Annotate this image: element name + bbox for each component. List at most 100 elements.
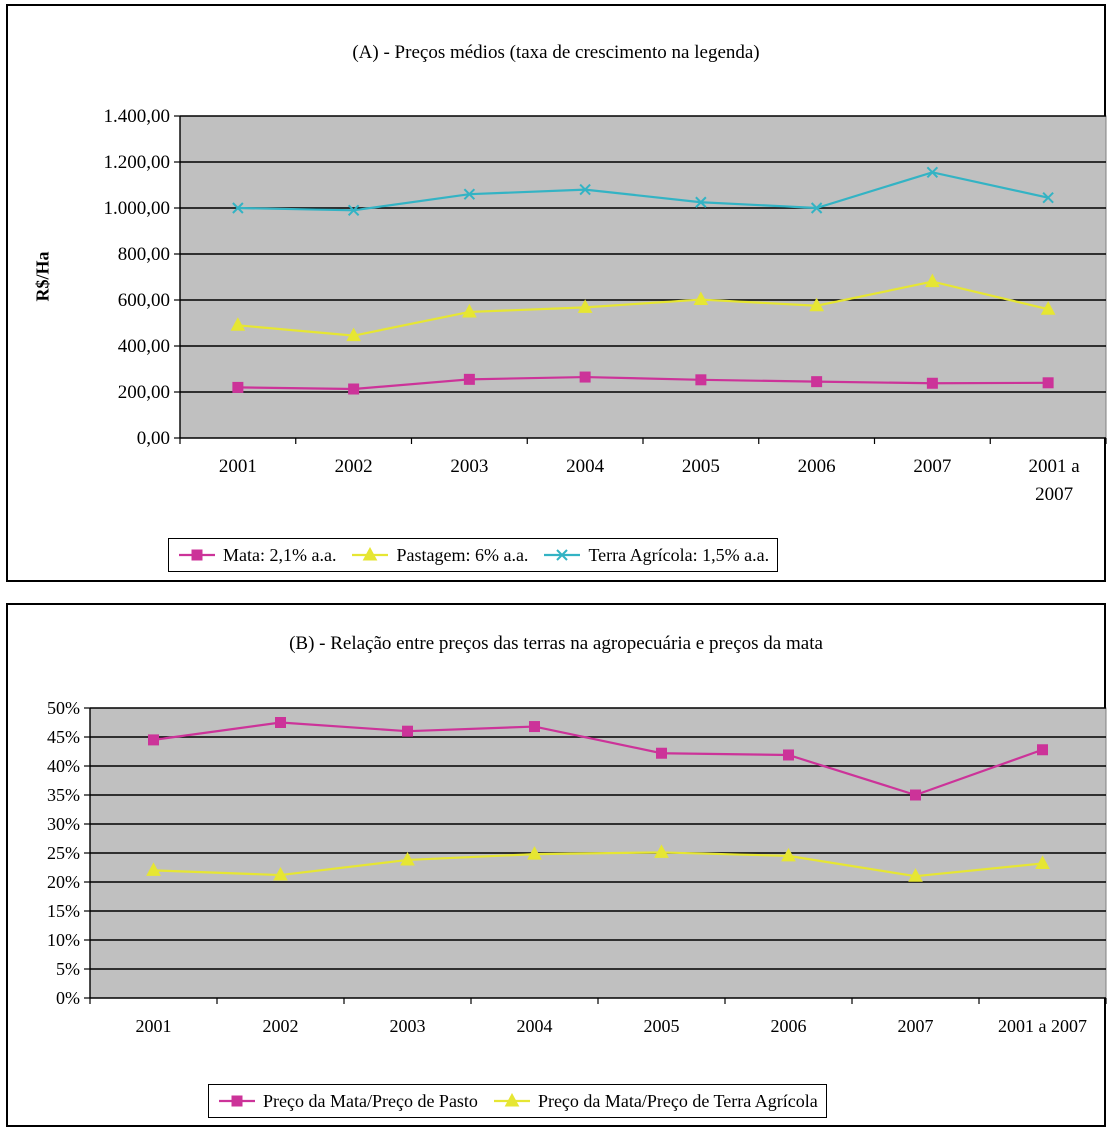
y-tick-label: 400,00 (118, 336, 170, 357)
y-tick-label: 15% (47, 901, 80, 921)
x-tick-label: 2001 (219, 456, 257, 477)
legend-item: Pastagem: 6% a.a. (350, 545, 528, 566)
y-tick-label: 600,00 (118, 290, 170, 311)
x-tick-label: 2005 (644, 1016, 680, 1036)
data-point (529, 721, 540, 733)
legend-label: Preço da Mata/Preço de Terra Agrícola (537, 1090, 818, 1111)
y-tick-label: 1.400,00 (104, 106, 171, 127)
data-point (809, 297, 824, 312)
legend-item: Preço da Mata/Preço de Pasto (217, 1091, 478, 1112)
legend: Mata: 2,1% a.a. Pastagem: 6% a.a. Terra Ag… (168, 538, 779, 572)
y-tick-label: 40% (47, 756, 80, 776)
y-tick-label: 0% (56, 988, 80, 1008)
data-point (463, 188, 476, 200)
legend-item: Terra Agrícola: 1,5% a.a. (542, 545, 769, 566)
legend-label: Terra Agrícola: 1,5% a.a. (588, 544, 770, 565)
y-tick-label: 10% (47, 930, 80, 950)
data-point (926, 166, 939, 179)
data-point (577, 299, 593, 313)
series-line (153, 721, 1043, 797)
chart-plot-b: 0% 5% 10% 15% 20% 25% 30% 35% 40% 45% 50% 2001 2002 2… (47, 698, 1107, 1036)
y-tick-label: 1.000,00 (104, 198, 171, 219)
data-point (810, 202, 823, 214)
y-tick-label: 200,00 (118, 382, 170, 403)
y-tick-label: 30% (47, 814, 80, 834)
data-point (273, 866, 288, 881)
data-point (695, 196, 707, 208)
data-point (527, 846, 542, 860)
legend-marker (191, 549, 203, 561)
data-point (232, 202, 244, 214)
series-line (237, 171, 1049, 212)
chart-title: (A) - Preços médios (taxa de crescimento… (352, 42, 760, 63)
x-tick-label: 2004 (566, 456, 605, 477)
data-point (908, 868, 923, 882)
y-tick-label: 0,00 (137, 428, 170, 449)
legend-swatch (219, 1095, 255, 1107)
data-point (579, 371, 591, 383)
x-tick-label: 2005 (682, 456, 720, 477)
data-point (146, 862, 161, 876)
y-tick-label: 800,00 (118, 244, 170, 265)
data-point (346, 327, 361, 342)
x-tick-label: 2002 (335, 456, 373, 477)
data-point (1042, 191, 1054, 204)
x-tick-label: 2003 (390, 1016, 426, 1036)
x-tick-label: 2007 (898, 1016, 934, 1036)
legend-item: Mata: 2,1% a.a. (177, 545, 336, 566)
data-point (462, 303, 477, 318)
x-tick-label: 2007 (913, 456, 951, 477)
data-point (275, 717, 286, 728)
data-point (402, 725, 413, 737)
data-point (925, 273, 940, 288)
chart-plot-a: 0,00 200,00 400,00 600,00 800,00 1.000,00 1.20… (104, 106, 1107, 505)
y-tick-label: 25% (47, 843, 80, 863)
chart-panel-b: (B) - Relação entre preços das terras na… (6, 603, 1107, 1127)
data-point (230, 317, 246, 331)
x-tick-label: 2006 (798, 456, 836, 477)
y-tick-label: 20% (47, 872, 80, 892)
series-line (153, 851, 1043, 878)
data-point (1035, 855, 1050, 869)
legend-label: Mata: 2,1% a.a. (223, 544, 337, 565)
legend-item: Preço da Mata/Preço de Terra Agrícola (492, 1091, 818, 1112)
data-point (400, 851, 415, 866)
legend-marker (556, 549, 569, 561)
y-tick-label: 1.200,00 (104, 152, 171, 173)
x-tick-label: 2001 a 2007 (998, 1016, 1087, 1036)
legend-label: Preço da Mata/Preço de Pasto (263, 1090, 478, 1111)
data-point (695, 374, 707, 386)
chart-panel-a: (A) - Preços médios (taxa de crescimento… (6, 4, 1107, 582)
x-tick-label: 2003 (450, 456, 488, 477)
data-point (910, 789, 921, 801)
legend-marker (231, 1095, 243, 1107)
data-point (232, 381, 244, 393)
legend-label: Pastagem: 6% a.a. (396, 544, 529, 565)
data-point (693, 291, 709, 306)
data-point (1040, 301, 1056, 315)
y-tick-label: 45% (47, 727, 80, 747)
data-point (463, 373, 475, 385)
series-line (237, 375, 1049, 391)
data-point (656, 747, 667, 759)
x-tick-label: 2002 (263, 1016, 299, 1036)
legend-marker (504, 1093, 520, 1107)
data-point (348, 383, 360, 395)
data-point (148, 734, 159, 746)
data-point (1042, 377, 1054, 389)
data-point (347, 204, 360, 217)
data-point (811, 376, 823, 388)
y-tick-label: 35% (47, 785, 80, 805)
x-tick-label: 2004 (517, 1016, 553, 1036)
x-tick-label: 2001 (136, 1016, 172, 1036)
chart-title: (B) - Relação entre preços das terras na… (289, 633, 823, 654)
y-tick-label: 5% (56, 959, 80, 979)
data-point (1037, 744, 1048, 756)
data-point (654, 844, 669, 858)
data-point (579, 183, 591, 196)
legend-swatch (544, 549, 581, 561)
legend: Preço da Mata/Preço de Pasto Preço da Mat… (208, 1084, 827, 1118)
x-tick-label: 2006 (771, 1016, 807, 1036)
x-tick-label: 2001 a 2007 (1029, 456, 1081, 505)
data-point (926, 377, 938, 389)
